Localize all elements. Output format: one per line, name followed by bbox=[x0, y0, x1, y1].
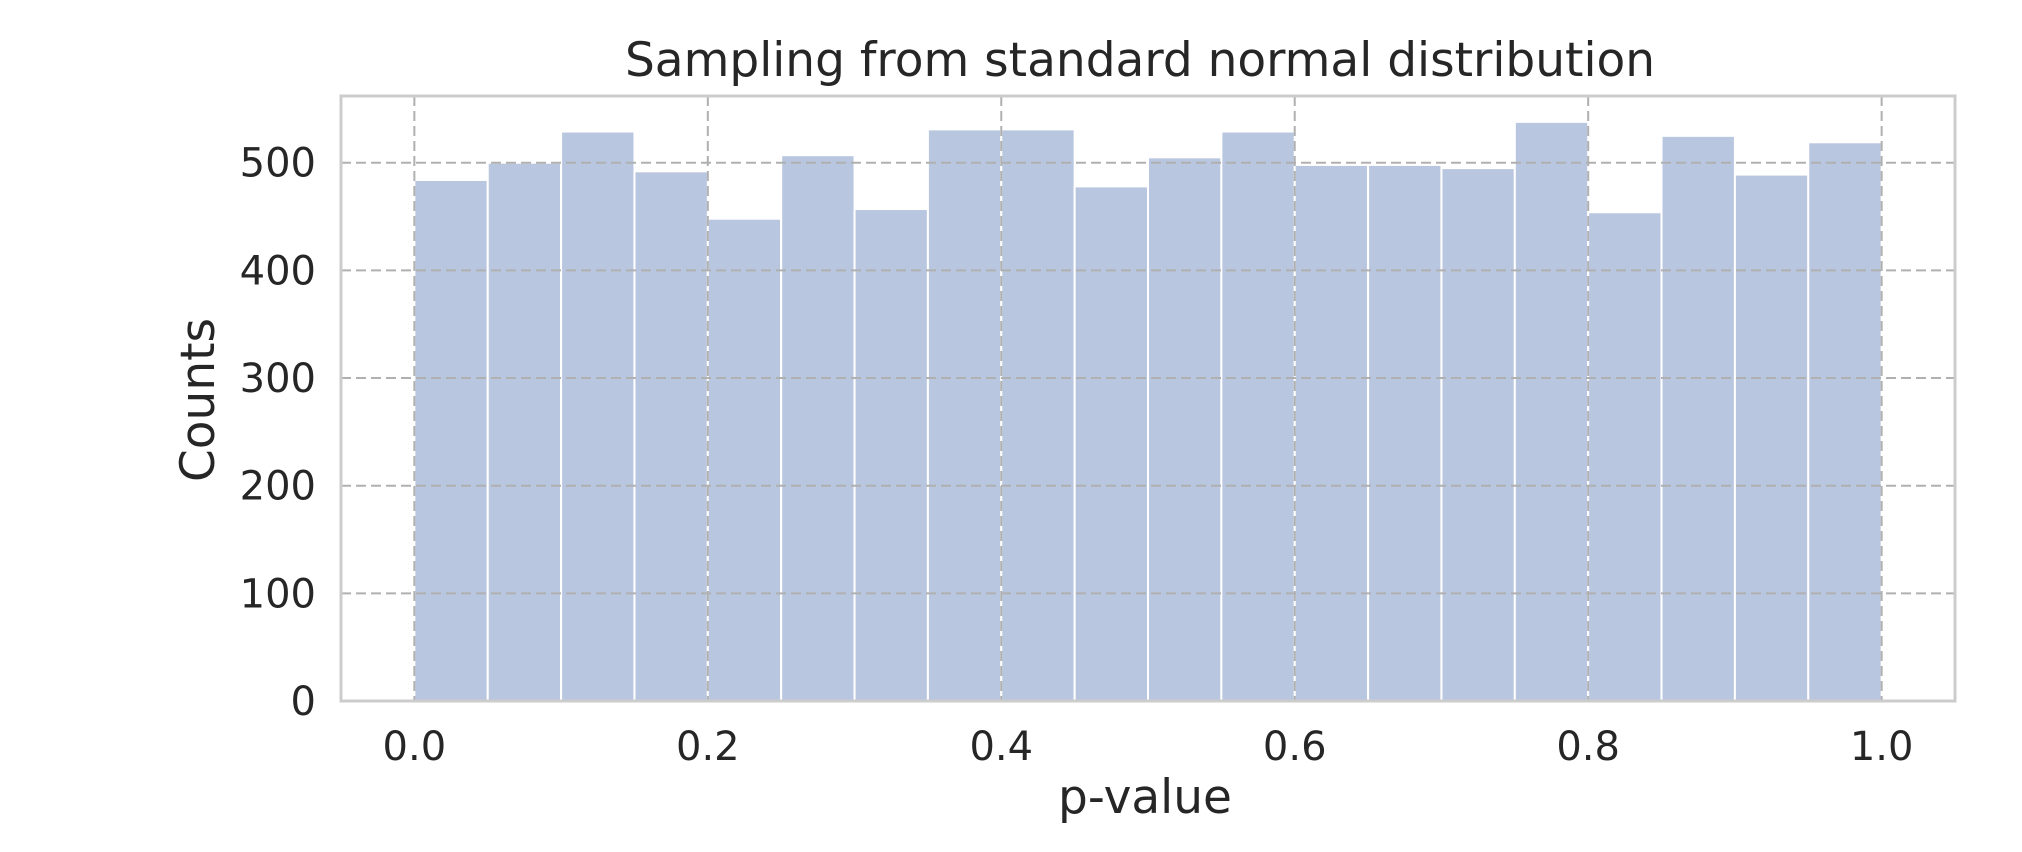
histogram-bar bbox=[633, 170, 709, 702]
y-tick-label: 400 bbox=[240, 248, 316, 294]
x-tick-label: 0.4 bbox=[969, 724, 1033, 770]
histogram-bar bbox=[1293, 163, 1370, 702]
histogram-bar bbox=[1000, 128, 1076, 702]
y-tick-label: 200 bbox=[240, 464, 316, 510]
x-tick-label: 0.8 bbox=[1556, 724, 1620, 770]
x-tick-label: 0.0 bbox=[383, 724, 447, 770]
histogram-bar bbox=[780, 154, 856, 702]
bars-layer bbox=[413, 120, 1883, 703]
chart-title: Sampling from standard normal distributi… bbox=[625, 33, 1655, 88]
histogram-bar bbox=[1513, 120, 1590, 702]
x-tick-label: 0.2 bbox=[676, 724, 740, 770]
histogram-bar bbox=[1073, 185, 1149, 702]
y-tick-label: 100 bbox=[240, 571, 316, 617]
histogram-bar bbox=[706, 217, 783, 703]
y-tick-label: 500 bbox=[240, 141, 316, 187]
grid-layer bbox=[341, 96, 1955, 701]
histogram-bar bbox=[853, 208, 929, 702]
x-axis-label: p-value bbox=[1058, 770, 1232, 825]
histogram-bar bbox=[1807, 141, 1883, 702]
x-tick-label: 1.0 bbox=[1850, 724, 1914, 770]
y-axis-label: Counts bbox=[171, 318, 226, 482]
histogram-bar bbox=[1660, 134, 1736, 703]
y-tick-labels: 0 100 200 300 400 500 bbox=[240, 141, 316, 725]
plot-frame bbox=[339, 94, 1957, 703]
histogram-bar bbox=[1733, 173, 1810, 703]
y-tick-label: 0 bbox=[291, 679, 316, 725]
x-tick-label: 0.6 bbox=[1263, 724, 1327, 770]
histogram-bar bbox=[413, 178, 489, 703]
histogram-bar bbox=[1147, 156, 1223, 702]
histogram-bar bbox=[1220, 130, 1296, 703]
x-tick-labels: 0.0 0.2 0.4 0.6 0.8 1.0 bbox=[383, 724, 1914, 770]
y-tick-label: 300 bbox=[240, 356, 316, 402]
histogram-bar bbox=[560, 130, 636, 703]
histogram-bar bbox=[1367, 163, 1443, 702]
histogram-bar bbox=[1440, 167, 1516, 702]
histogram-bar bbox=[1587, 211, 1663, 703]
histogram-bar bbox=[486, 161, 563, 702]
histogram-bar bbox=[926, 128, 1003, 702]
